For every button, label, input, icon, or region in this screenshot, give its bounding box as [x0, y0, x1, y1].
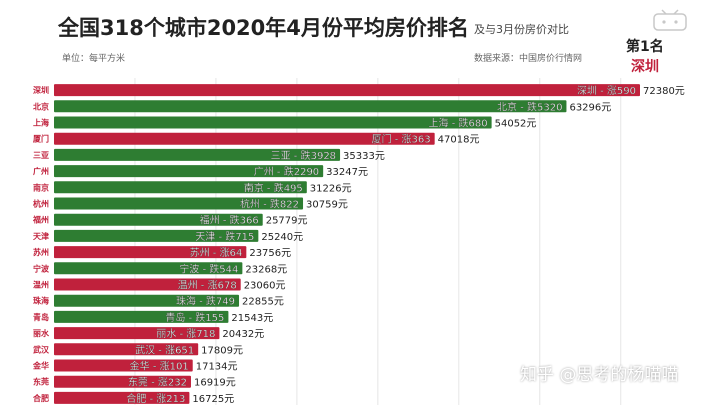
value-label: 72380元	[643, 86, 685, 97]
bar	[54, 310, 229, 323]
bar-label: 温州 - 涨678	[178, 280, 237, 292]
watermark: 知乎 @思考的杨喵喵	[520, 365, 679, 385]
bar-label: 三亚 - 跌3928	[271, 149, 336, 162]
category-label: 合肥	[32, 393, 49, 403]
chart-subtitle: 及与3月份房价对比	[474, 23, 569, 36]
category-label: 金华	[32, 361, 49, 371]
category-label: 东莞	[33, 377, 49, 387]
category-label: 广州	[33, 166, 49, 176]
bar	[54, 148, 341, 161]
rank-label: 第1名	[626, 39, 664, 55]
value-label: 23756元	[249, 248, 291, 259]
bar	[54, 213, 263, 226]
bar	[54, 100, 567, 113]
category-label: 三亚	[33, 151, 49, 160]
value-label: 17134元	[196, 362, 238, 373]
value-label: 17809元	[201, 345, 243, 356]
bar	[54, 294, 240, 307]
value-label: 35333元	[343, 151, 385, 162]
bar-label: 广州 - 跌2290	[254, 165, 319, 178]
category-label: 南京	[33, 182, 49, 192]
value-label: 33247元	[326, 167, 368, 178]
bar	[54, 391, 190, 404]
bar-label: 武汉 - 涨651	[135, 343, 194, 356]
category-label: 丽水	[33, 328, 50, 338]
bar	[54, 343, 199, 356]
value-label: 23060元	[244, 281, 286, 292]
bar	[54, 132, 435, 145]
bar	[54, 229, 259, 242]
value-label: 16919元	[194, 378, 236, 389]
bar-label: 青岛 - 跌155	[165, 311, 224, 324]
value-label: 63296元	[569, 102, 611, 113]
value-label: 25779元	[266, 216, 308, 227]
category-label: 天津	[33, 231, 49, 241]
category-label: 珠海	[33, 296, 49, 306]
bar-label: 福州 - 跌366	[200, 214, 259, 227]
bar	[54, 84, 640, 97]
bar	[54, 278, 241, 291]
bar-label: 宁波 - 跌544	[179, 262, 238, 275]
value-label: 54052元	[495, 119, 537, 130]
data-source-note: 数据来源：中国房价行情网	[474, 54, 583, 64]
bar-label: 合肥 - 涨213	[126, 392, 185, 405]
bar	[54, 246, 247, 259]
bar	[54, 165, 324, 178]
bar-label: 南京 - 跌495	[244, 181, 303, 194]
bar	[54, 116, 492, 129]
bar	[54, 181, 307, 194]
category-label: 武汉	[33, 344, 50, 354]
bar	[54, 359, 193, 372]
bar	[54, 262, 243, 275]
bar-label: 北京 - 跌5320	[497, 100, 562, 113]
category-label: 上海	[33, 118, 49, 128]
category-label: 福州	[32, 215, 49, 225]
category-label: 苏州	[33, 247, 49, 257]
value-label: 47018元	[438, 135, 480, 146]
category-label: 北京	[33, 101, 49, 111]
value-label: 30759元	[306, 200, 348, 211]
bar-label: 天津 - 跌715	[195, 230, 254, 243]
bar-label: 丽水 - 涨718	[156, 328, 215, 340]
bar	[54, 327, 220, 340]
value-label: 16725元	[192, 394, 234, 405]
value-label: 20432元	[222, 329, 264, 340]
value-label: 22855元	[242, 297, 284, 308]
category-label: 温州	[33, 280, 49, 290]
category-label: 杭州	[33, 199, 49, 209]
bar-label: 金华 - 涨101	[130, 360, 189, 373]
value-label: 31226元	[310, 183, 352, 194]
bar-label: 杭州 - 跌822	[240, 198, 299, 211]
bilibili-logo	[653, 9, 687, 31]
bar-label: 深圳 - 涨590	[577, 85, 636, 97]
bar-label: 东莞 - 涨232	[128, 376, 187, 389]
category-label: 宁波	[33, 263, 50, 273]
category-label: 深圳	[33, 85, 49, 95]
rank-city: 深圳	[631, 59, 659, 75]
bar-label: 珠海 - 跌749	[176, 295, 235, 308]
value-label: 25240元	[261, 232, 303, 243]
bar-label: 上海 - 跌680	[429, 117, 488, 130]
unit-note: 单位：每平方米	[62, 54, 126, 64]
chart-title: 全国318个城市2020年4月份平均房价排名	[58, 16, 469, 40]
bar-label: 厦门 - 涨363	[372, 133, 431, 146]
category-label: 青岛	[33, 312, 49, 322]
category-label: 厦门	[33, 134, 49, 144]
bar	[54, 375, 191, 388]
bar	[54, 197, 304, 210]
bar-label: 苏州 - 涨64	[190, 246, 243, 259]
value-label: 21543元	[231, 313, 273, 324]
value-label: 23268元	[245, 264, 287, 275]
